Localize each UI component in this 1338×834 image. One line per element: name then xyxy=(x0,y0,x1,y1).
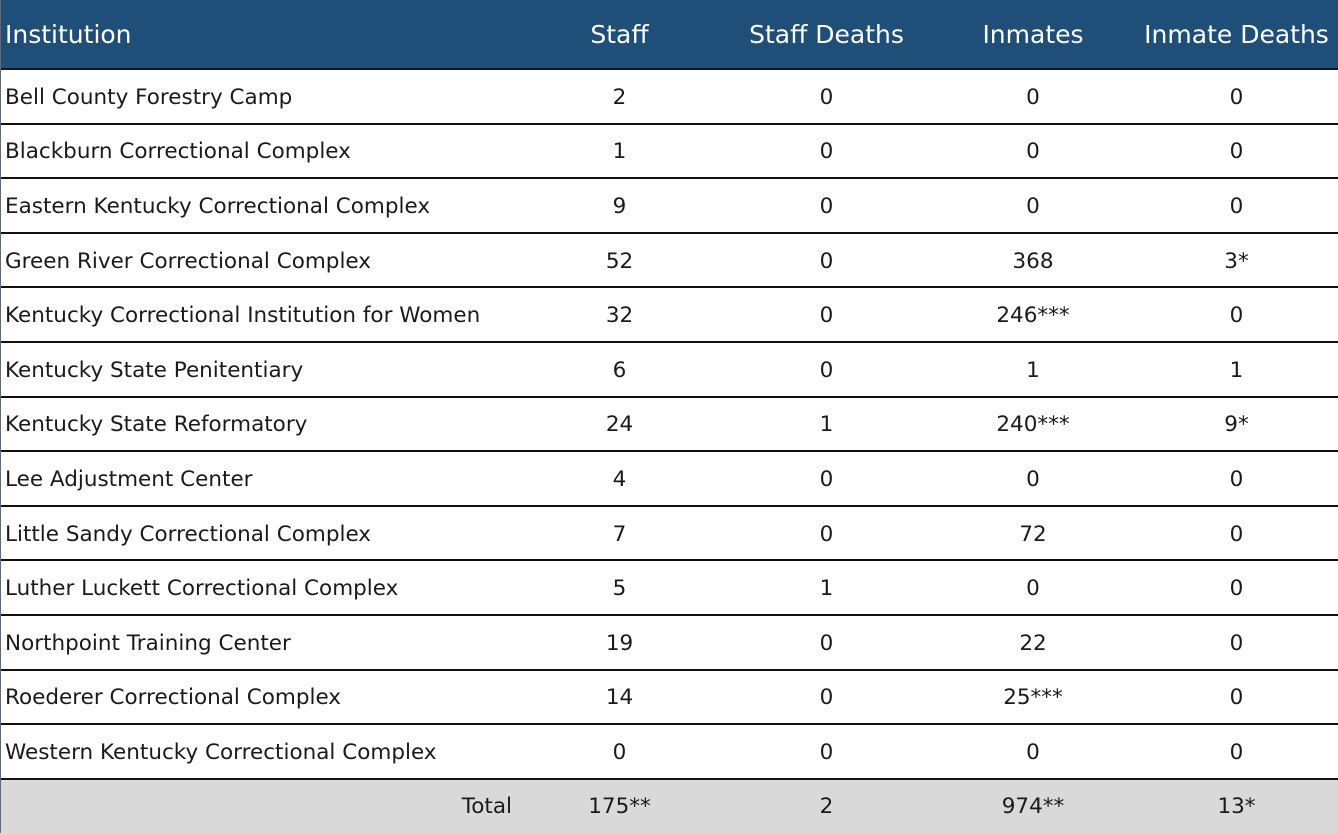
total-label: Total xyxy=(461,794,512,820)
cell-staff: 14 xyxy=(605,685,634,711)
cell-inmates: 22 xyxy=(1019,630,1047,656)
table-row: Little Sandy Correctional Complex 7 0 72 0 xyxy=(1,507,1338,562)
cell-institution: Kentucky State Penitentiary xyxy=(5,357,304,383)
cell-staff-deaths: 0 xyxy=(819,357,834,383)
cell-inmate-deaths: 0 xyxy=(1229,139,1244,165)
cell-inmate-deaths: 0 xyxy=(1229,193,1244,219)
cell-staff: 24 xyxy=(605,412,634,438)
cell-inmates: 368 xyxy=(1012,248,1054,274)
cell-institution: Roederer Correctional Complex xyxy=(5,685,342,711)
cell-inmates: 0 xyxy=(1026,193,1040,219)
table-row: Kentucky State Penitentiary 6 0 1 1 xyxy=(1,343,1338,398)
cell-institution: Kentucky Correctional Institution for Wo… xyxy=(5,303,481,329)
cell-staff-deaths: 0 xyxy=(819,630,834,656)
cell-inmates: 1 xyxy=(1026,357,1040,383)
cell-institution: Northpoint Training Center xyxy=(5,630,291,656)
cell-staff-deaths: 0 xyxy=(819,739,834,765)
table-row: Northpoint Training Center 19 0 22 0 xyxy=(1,616,1338,671)
cell-staff-deaths: 0 xyxy=(819,685,834,711)
cell-staff-deaths: 0 xyxy=(819,466,834,492)
cell-inmate-deaths: 0 xyxy=(1229,303,1244,329)
table-row: Roederer Correctional Complex 14 0 25*** 0 xyxy=(1,671,1338,726)
cell-inmate-deaths: 1 xyxy=(1229,357,1244,383)
cell-institution: Blackburn Correctional Complex xyxy=(5,139,351,165)
cell-institution: Eastern Kentucky Correctional Complex xyxy=(5,193,431,219)
total-staff: 175** xyxy=(588,794,651,820)
cell-inmate-deaths: 0 xyxy=(1229,739,1244,765)
cell-inmates: 0 xyxy=(1026,139,1040,165)
cell-inmate-deaths: 0 xyxy=(1229,685,1244,711)
cell-staff: 1 xyxy=(612,139,627,165)
cell-inmate-deaths: 0 xyxy=(1229,576,1244,602)
cell-staff: 2 xyxy=(612,84,627,110)
cell-institution: Kentucky State Reformatory xyxy=(5,412,308,438)
cell-institution: Lee Adjustment Center xyxy=(5,466,253,492)
total-row: Total 175** 2 974** 13* xyxy=(1,779,1338,834)
total-staff-deaths: 2 xyxy=(819,794,834,820)
cell-staff: 52 xyxy=(605,248,634,274)
cell-staff: 32 xyxy=(605,303,634,329)
cell-institution: Luther Luckett Correctional Complex xyxy=(5,576,399,602)
cell-staff: 9 xyxy=(612,193,627,219)
cell-institution: Green River Correctional Complex xyxy=(5,248,371,274)
table-row: Lee Adjustment Center 4 0 0 0 xyxy=(1,452,1338,507)
cell-staff: 7 xyxy=(612,521,627,547)
table-row: Kentucky Correctional Institution for Wo… xyxy=(1,288,1338,343)
cell-inmates: 0 xyxy=(1026,739,1040,765)
cell-institution: Western Kentucky Correctional Complex xyxy=(5,739,437,765)
cell-institution: Bell County Forestry Camp xyxy=(5,84,293,110)
cell-inmate-deaths: 0 xyxy=(1229,84,1244,110)
column-header-institution: Institution xyxy=(5,19,132,49)
cell-staff-deaths: 1 xyxy=(819,412,834,438)
cell-inmate-deaths: 9* xyxy=(1224,412,1249,438)
cell-staff-deaths: 0 xyxy=(819,139,834,165)
cell-staff: 19 xyxy=(605,630,634,656)
total-inmate-deaths: 13* xyxy=(1217,794,1256,820)
column-header-inmates: Inmates xyxy=(982,19,1084,49)
cell-staff: 0 xyxy=(612,739,627,765)
total-inmates: 974** xyxy=(1001,794,1065,820)
cell-inmate-deaths: 0 xyxy=(1229,466,1244,492)
table-row: Green River Correctional Complex 52 0 368 3* xyxy=(1,234,1338,289)
cell-staff-deaths: 0 xyxy=(819,193,834,219)
cell-inmates: 0 xyxy=(1026,84,1040,110)
cell-inmates: 240*** xyxy=(996,412,1070,438)
cell-staff-deaths: 0 xyxy=(819,248,834,274)
column-header-inmate-deaths: Inmate Deaths xyxy=(1144,19,1329,49)
cell-staff-deaths: 0 xyxy=(819,84,834,110)
table-header-row: Institution Staff Staff Deaths Inmates I… xyxy=(1,0,1338,70)
table-row: Eastern Kentucky Correctional Complex 9 0 0… xyxy=(1,179,1338,234)
cell-inmates: 25*** xyxy=(1003,685,1063,711)
cell-institution: Little Sandy Correctional Complex xyxy=(5,521,372,547)
cell-staff-deaths: 0 xyxy=(819,521,834,547)
cell-inmates: 72 xyxy=(1019,521,1047,547)
cell-staff-deaths: 0 xyxy=(819,303,834,329)
cell-inmate-deaths: 3* xyxy=(1224,248,1249,274)
cell-inmates: 0 xyxy=(1026,576,1040,602)
cell-inmate-deaths: 0 xyxy=(1229,630,1244,656)
cell-inmates: 246*** xyxy=(996,303,1070,329)
cell-staff-deaths: 1 xyxy=(819,576,834,602)
cell-staff: 6 xyxy=(612,357,627,383)
cell-staff: 4 xyxy=(612,466,627,492)
table-row: Blackburn Correctional Complex 1 0 0 0 xyxy=(1,125,1338,180)
table-row: Luther Luckett Correctional Complex 5 1 0 0 xyxy=(1,561,1338,616)
cell-inmates: 0 xyxy=(1026,466,1040,492)
column-header-staff: Staff xyxy=(590,19,649,49)
cell-staff: 5 xyxy=(612,576,627,602)
table-row: Bell County Forestry Camp 2 0 0 0 xyxy=(1,70,1338,125)
cell-inmate-deaths: 0 xyxy=(1229,521,1244,547)
column-header-staff-deaths: Staff Deaths xyxy=(749,19,904,49)
table-body: Bell County Forestry Camp 2 0 0 0 Blackburn C… xyxy=(1,70,1338,780)
table-row: Western Kentucky Correctional Complex 0 0 0… xyxy=(1,725,1338,780)
table-row: Kentucky State Reformatory 24 1 240*** 9* xyxy=(1,398,1338,453)
